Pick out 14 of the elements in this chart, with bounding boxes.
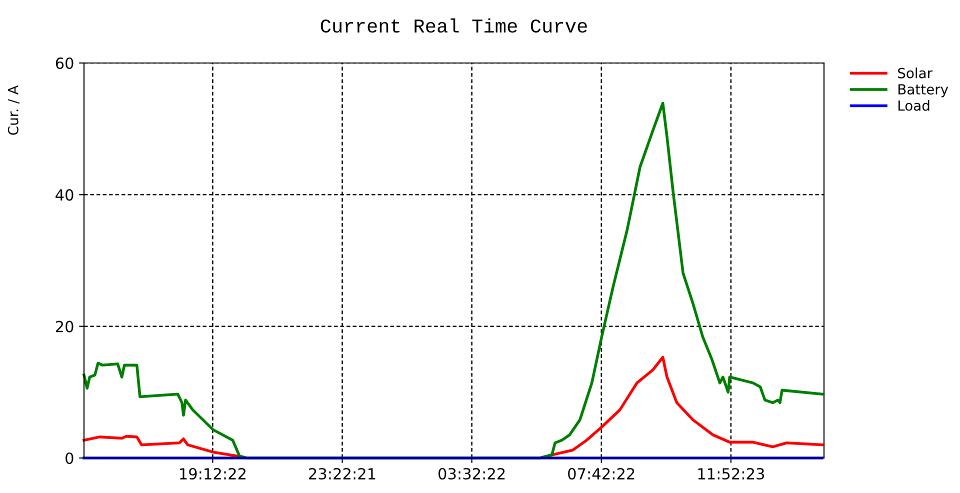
y-tick-label: 40 xyxy=(56,189,74,201)
legend-label: Solar xyxy=(898,68,933,78)
y-tick-label: 20 xyxy=(56,320,74,332)
x-tick-label: 03:32:22 xyxy=(438,468,505,480)
x-tick-label: 23:22:21 xyxy=(309,468,376,480)
x-tick-label: 19:12:22 xyxy=(180,468,246,480)
y-tick-label: 60 xyxy=(56,57,74,70)
x-tick-label: 11:52:23 xyxy=(698,468,764,480)
chart-title: Current Real Time Curve xyxy=(320,18,587,33)
legend-label: Battery xyxy=(898,84,948,98)
x-tick-label: 07:42:22 xyxy=(568,468,634,480)
legend-label: Load xyxy=(898,100,930,111)
y-axis-title: Cur. / A xyxy=(8,85,20,135)
y-tick-label: 0 xyxy=(66,452,74,464)
